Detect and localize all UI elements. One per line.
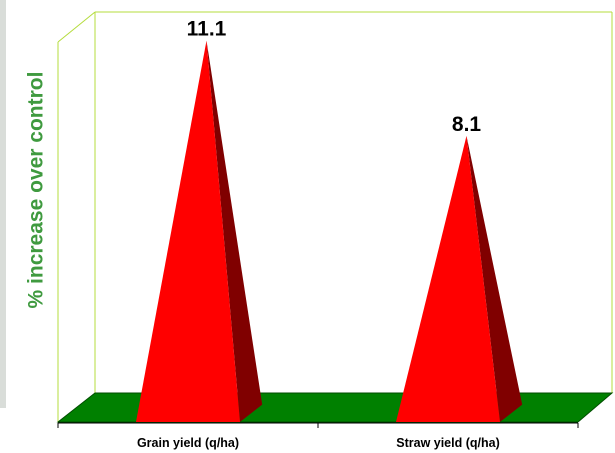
y-axis-label-text: % increase over control xyxy=(24,71,47,309)
y-axis-label: % increase over control xyxy=(18,40,54,340)
bar-front-face xyxy=(396,135,500,422)
bar-front-face xyxy=(136,40,240,422)
value-label: 11.1 xyxy=(187,18,227,41)
bar-1 xyxy=(136,40,263,422)
side-wall-top-edge xyxy=(57,11,96,43)
bar-2 xyxy=(396,135,523,422)
bar-side-face xyxy=(206,40,263,422)
chart-bars xyxy=(136,40,523,422)
x-tick-label: Grain yield (q/ha) xyxy=(137,436,239,450)
x-tick-label: Straw yield (q/ha) xyxy=(396,436,500,450)
value-labels: 11.1 8.1 xyxy=(187,18,482,136)
value-label: 8.1 xyxy=(452,113,482,136)
left-edge-strip xyxy=(0,0,6,408)
chart-frame xyxy=(57,11,613,422)
x-axis: Grain yield (q/ha) Straw yield (q/ha) xyxy=(57,422,579,450)
bar-side-face xyxy=(466,135,523,422)
